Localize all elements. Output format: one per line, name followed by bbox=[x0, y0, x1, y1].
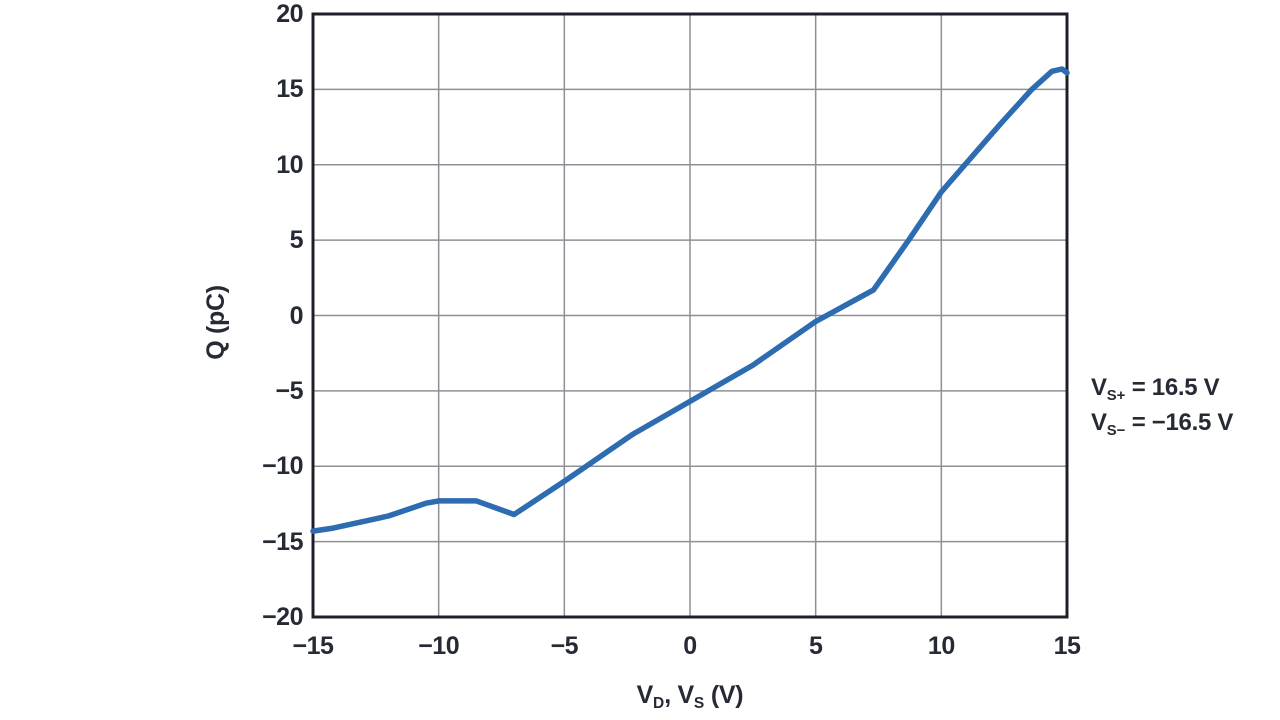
data-line bbox=[310, 66, 1070, 534]
x-tick-label: 0 bbox=[683, 632, 697, 660]
x-tick-label: −5 bbox=[550, 632, 579, 660]
subscript: D bbox=[653, 695, 665, 713]
y-tick-label: −5 bbox=[275, 376, 303, 405]
x-tick-label: 5 bbox=[808, 632, 823, 660]
text-run: V bbox=[1091, 409, 1107, 436]
x-tick-label: −10 bbox=[418, 632, 460, 660]
plot-svg bbox=[310, 12, 1070, 619]
y-tick-label: 20 bbox=[276, 0, 303, 28]
y-axis-title: Q (pC) bbox=[201, 284, 230, 360]
supply-voltage-annotation: VS+ = 16.5 V VS− = −16.5 V bbox=[1091, 372, 1233, 442]
text-run: V bbox=[636, 681, 654, 709]
y-tick-label: −10 bbox=[262, 452, 303, 481]
text-run: = 16.5 V bbox=[1125, 374, 1220, 401]
y-tick-label: 15 bbox=[276, 75, 303, 104]
plot-area: VS+ = 16.5 V VS− = −16.5 V bbox=[310, 12, 1233, 619]
x-axis-title: VD, VS (V) bbox=[590, 681, 790, 713]
subscript: S bbox=[693, 695, 705, 713]
text-run: V bbox=[1091, 374, 1107, 401]
x-tick-label: 10 bbox=[927, 632, 955, 660]
x-tick-label: −15 bbox=[292, 632, 334, 660]
subscript: S− bbox=[1106, 422, 1126, 439]
annotation-line: VS− = −16.5 V bbox=[1091, 407, 1233, 442]
text-run: , V bbox=[664, 681, 694, 709]
plot-frame bbox=[311, 12, 1069, 619]
subscript: S+ bbox=[1106, 387, 1126, 404]
annotation-line: VS+ = 16.5 V bbox=[1091, 372, 1233, 407]
x-tick-label: 15 bbox=[1053, 632, 1081, 660]
y-tick-label: −15 bbox=[262, 527, 303, 556]
text-run: (V) bbox=[704, 681, 744, 709]
text-run: = −16.5 V bbox=[1125, 409, 1234, 436]
y-tick-label: 10 bbox=[276, 150, 303, 179]
y-tick-label: −20 bbox=[262, 603, 303, 631]
y-tick-label: 5 bbox=[289, 226, 304, 255]
y-tick-label: 0 bbox=[289, 301, 304, 330]
